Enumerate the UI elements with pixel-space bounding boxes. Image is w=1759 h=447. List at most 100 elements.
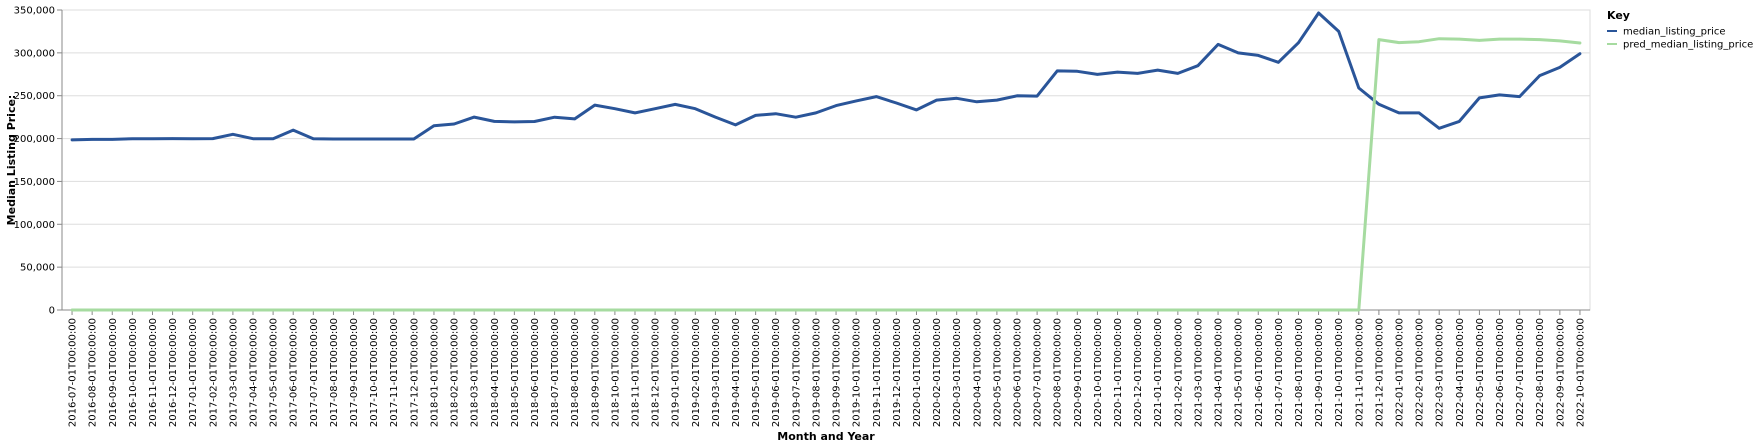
data-point — [774, 308, 777, 312]
data-point — [935, 308, 938, 312]
data-point — [513, 120, 516, 124]
x-tick-label: 2020-05-01T00:00:00 — [992, 318, 1003, 427]
data-point — [231, 308, 235, 312]
data-point — [91, 308, 94, 312]
data-point — [312, 137, 315, 140]
data-point — [1377, 38, 1381, 41]
data-point — [131, 137, 134, 140]
data-point — [292, 308, 295, 312]
data-point — [593, 308, 596, 312]
data-point — [191, 137, 194, 140]
data-point — [694, 308, 697, 312]
data-point — [1196, 64, 1200, 67]
y-tick-label: 150,000 — [14, 177, 55, 188]
data-point — [1176, 72, 1180, 75]
x-tick-label: 2021-01-01T00:00:00 — [1153, 318, 1164, 427]
data-point — [1257, 308, 1260, 312]
legend: Key median_listing_price pred_median_list… — [1607, 9, 1753, 51]
x-tick-label: 2017-05-01T00:00:00 — [269, 318, 280, 427]
x-tick-label: 2017-03-01T00:00:00 — [228, 318, 239, 427]
data-point — [1096, 73, 1099, 76]
x-tick-label: 2021-10-01T00:00:00 — [1334, 318, 1345, 427]
legend-label: pred_median_listing_price — [1623, 40, 1753, 51]
x-tick-label: 2022-10-01T00:00:00 — [1575, 318, 1586, 427]
data-point — [1116, 308, 1119, 312]
data-point — [1438, 127, 1441, 130]
data-point — [372, 308, 375, 312]
x-tick-label: 2018-12-01T00:00:00 — [651, 318, 662, 427]
x-tick-label: 2020-09-01T00:00:00 — [1073, 318, 1084, 427]
data-point — [995, 98, 999, 102]
y-tick-label: 0 — [49, 306, 55, 317]
data-point — [1558, 66, 1562, 69]
x-tick-label: 2022-09-01T00:00:00 — [1555, 318, 1566, 427]
data-point — [1136, 72, 1139, 75]
data-point — [312, 308, 315, 312]
data-point — [211, 137, 214, 140]
x-tick-label: 2016-07-01T00:00:00 — [68, 318, 79, 427]
data-point — [1257, 54, 1260, 57]
data-point — [412, 137, 415, 141]
data-point — [1357, 86, 1361, 90]
data-point — [1417, 40, 1421, 43]
x-tick-label: 2021-11-01T00:00:00 — [1354, 318, 1365, 427]
data-point — [1317, 11, 1320, 15]
data-point — [1156, 308, 1159, 312]
x-tick-label: 2017-11-01T00:00:00 — [389, 318, 400, 427]
x-tick-label: 2022-05-01T00:00:00 — [1475, 318, 1486, 427]
x-tick-label: 2018-10-01T00:00:00 — [610, 318, 621, 427]
x-tick-label: 2021-05-01T00:00:00 — [1234, 318, 1245, 427]
series-line-median_listing_price — [70, 11, 1582, 142]
data-point — [1196, 308, 1200, 312]
x-tick-label: 2017-02-01T00:00:00 — [208, 318, 219, 427]
data-point — [573, 117, 576, 121]
data-point — [452, 308, 456, 312]
data-point — [171, 137, 174, 140]
x-tick-label: 2016-08-01T00:00:00 — [88, 318, 99, 427]
data-point — [513, 308, 516, 312]
x-tick-label: 2019-07-01T00:00:00 — [791, 318, 802, 427]
data-point — [111, 308, 114, 312]
data-point — [734, 123, 737, 127]
x-tick-label: 2018-01-01T00:00:00 — [429, 318, 440, 427]
data-point — [271, 308, 275, 312]
data-point — [834, 308, 838, 312]
data-point — [1076, 308, 1079, 312]
data-point — [1056, 69, 1059, 73]
data-point — [432, 124, 436, 128]
data-point — [895, 101, 898, 105]
x-tick-label: 2020-10-01T00:00:00 — [1093, 318, 1104, 427]
data-point — [714, 308, 717, 312]
x-tick-label: 2018-06-01T00:00:00 — [530, 318, 541, 427]
data-point — [251, 137, 255, 140]
data-point — [975, 308, 978, 312]
y-tick-label: 300,000 — [14, 48, 55, 59]
x-tick-label: 2017-09-01T00:00:00 — [349, 318, 360, 427]
data-point — [674, 103, 677, 106]
x-tick-label: 2017-07-01T00:00:00 — [309, 318, 320, 427]
x-tick-label: 2021-09-01T00:00:00 — [1314, 318, 1325, 427]
x-tick-label: 2020-02-01T00:00:00 — [932, 318, 943, 427]
data-point — [855, 99, 858, 103]
data-point — [1518, 95, 1521, 98]
data-point — [292, 128, 295, 132]
data-point — [533, 308, 536, 312]
x-tick-label: 2020-06-01T00:00:00 — [1013, 318, 1024, 427]
x-axis: 2016-07-01T00:00:00 2016-08-01T00:00:00 20… — [62, 309, 1590, 427]
data-point — [1397, 41, 1401, 44]
y-tick-label: 200,000 — [14, 134, 55, 145]
data-point — [1237, 51, 1240, 55]
data-point — [493, 120, 496, 123]
x-tick-label: 2019-09-01T00:00:00 — [832, 318, 843, 427]
x-tick-label: 2019-08-01T00:00:00 — [811, 318, 822, 427]
data-point — [1076, 70, 1079, 73]
data-point — [1035, 94, 1039, 98]
data-point — [1096, 308, 1099, 312]
data-point — [271, 137, 275, 140]
x-tick-label: 2017-08-01T00:00:00 — [329, 318, 340, 427]
data-point — [1237, 308, 1240, 312]
data-point — [1417, 111, 1421, 115]
data-point — [1458, 120, 1461, 123]
data-point — [1558, 39, 1562, 43]
